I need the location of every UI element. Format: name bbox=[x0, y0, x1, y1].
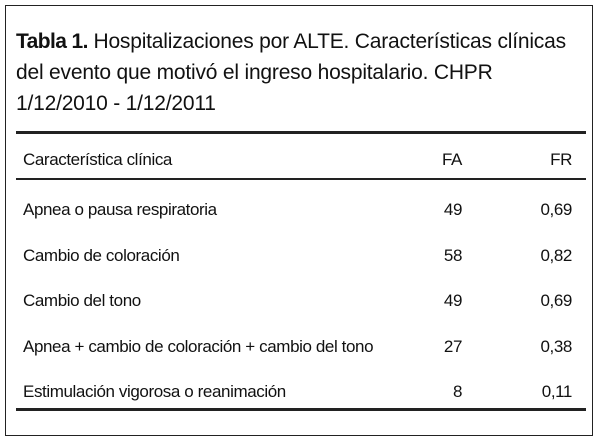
caption-text: Hospitalizaciones por ALTE. Característi… bbox=[16, 30, 566, 115]
body-cell: 49 bbox=[443, 200, 463, 219]
header-cell: Característica clínica bbox=[23, 150, 172, 169]
body-cell: 49 bbox=[443, 291, 463, 310]
body-cell: 0,82 bbox=[540, 245, 573, 265]
body-cell: 0,11 bbox=[541, 382, 573, 401]
body-cell: 8 bbox=[452, 382, 462, 401]
body-cell: Apnea o pausa respiratoria bbox=[23, 200, 217, 219]
body-cell: 27 bbox=[443, 336, 463, 356]
table-frame bbox=[5, 5, 593, 436]
caption: Tabla 1. Hospitalizaciones por ALTE. Car… bbox=[16, 26, 586, 119]
top-rule bbox=[16, 131, 586, 134]
header-rule bbox=[16, 178, 586, 180]
body-cell: Estimulación vigorosa o reanimación bbox=[23, 382, 286, 401]
body-cell: 0,69 bbox=[540, 291, 573, 310]
header-cell: FA bbox=[442, 150, 462, 169]
body-cell: 0,38 bbox=[540, 336, 573, 356]
caption-label: Tabla 1. bbox=[16, 30, 88, 53]
body-cell: Apnea + cambio de coloración + cambio de… bbox=[23, 336, 374, 356]
body-cell: Cambio de coloración bbox=[23, 245, 180, 265]
body-cell: 58 bbox=[443, 245, 463, 265]
body-cell: Cambio del tono bbox=[23, 291, 141, 310]
body-cell: 0,69 bbox=[540, 200, 573, 219]
bottom-rule bbox=[16, 408, 586, 411]
header-cell: FR bbox=[550, 150, 572, 169]
